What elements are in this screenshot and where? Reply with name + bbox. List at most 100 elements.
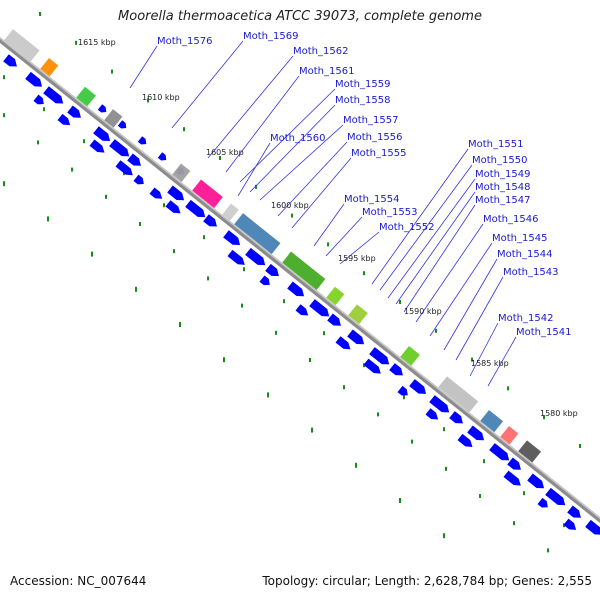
cds-arrow: [503, 470, 521, 486]
feature-blocks-layer: [4, 29, 542, 463]
feature-block: [400, 345, 420, 366]
cds-arrow: [25, 71, 43, 87]
kbp-tick-label: 1580 kbp: [540, 409, 578, 418]
gene-label: Moth_1552: [379, 222, 434, 233]
cds-arrow: [185, 199, 206, 218]
leader-line: [403, 204, 476, 313]
cds-arrow: [157, 152, 167, 161]
cds-arrow: [223, 230, 241, 246]
gene-label: Moth_1546: [483, 214, 538, 225]
cds-arrow: [457, 433, 473, 447]
cds-arrow: [137, 136, 147, 145]
leader-line: [415, 223, 484, 323]
leader-line: [129, 45, 158, 89]
cds-arrow: [567, 505, 581, 518]
cds-arrow: [57, 113, 71, 126]
leader-line: [259, 124, 344, 201]
cds-arrow: [489, 443, 510, 461]
gene-label: Moth_1576: [157, 36, 212, 47]
cds-arrow: [259, 275, 270, 286]
tick-dots-layer: [3, 12, 581, 553]
gene-label: Moth_1550: [472, 155, 527, 166]
kbp-tick-label: 1585 kbp: [471, 359, 509, 368]
leader-line: [207, 55, 294, 159]
kbp-tick-label: 1610 kbp: [142, 93, 180, 102]
feature-block: [348, 304, 368, 325]
leader-line: [277, 141, 348, 217]
leader-line: [487, 336, 517, 387]
cds-arrow: [109, 139, 130, 157]
cds-arrow: [545, 487, 566, 506]
feature-block: [40, 57, 59, 77]
feature-block: [192, 179, 223, 208]
cds-arrow: [467, 425, 485, 441]
leader-line: [237, 142, 271, 197]
feature-block: [4, 29, 40, 62]
feature-block: [326, 286, 345, 306]
feature-block: [104, 109, 123, 128]
kbp-tick-label: 1600 kbp: [271, 201, 309, 210]
feature-block: [222, 203, 239, 221]
gene-label: Moth_1542: [498, 313, 553, 324]
cds-arrow: [89, 139, 105, 153]
cds-arrow: [265, 263, 279, 277]
gene-label: Moth_1545: [492, 233, 547, 244]
cds-arrow: [309, 299, 330, 317]
gene-label: Moth_1544: [497, 249, 552, 260]
gene-label: Moth_1557: [343, 115, 398, 126]
cds-arrow: [93, 126, 111, 142]
feature-block: [518, 440, 542, 463]
leader-line: [387, 178, 476, 299]
cds-arrow: [449, 411, 463, 424]
cds-arrow: [507, 457, 521, 470]
feature-block: [234, 213, 281, 255]
cds-arrow: [527, 473, 545, 489]
feature-block: [76, 86, 96, 107]
leader-line: [455, 276, 504, 361]
leader-line: [249, 104, 336, 193]
leader-line: [443, 258, 498, 351]
gene-label: Moth_1547: [475, 195, 530, 206]
leader-line: [395, 191, 476, 305]
cds-arrow: [335, 336, 351, 350]
cds-arrow: [295, 304, 309, 316]
feature-block: [500, 425, 519, 445]
gene-label: Moth_1549: [475, 169, 530, 180]
cds-arrows-layer: [3, 54, 600, 535]
cds-arrow: [429, 395, 450, 413]
backbone-highlight: [0, 37, 600, 519]
cds-arrow: [149, 187, 163, 199]
cds-arrow: [97, 104, 107, 113]
cds-arrow: [363, 358, 381, 374]
gene-label: Moth_1561: [299, 66, 354, 77]
cds-arrow: [585, 519, 600, 535]
leader-lines-layer: [129, 40, 517, 387]
cds-arrow: [369, 347, 390, 365]
topology-text: Topology: circular; Length: 2,628,784 bp…: [262, 574, 592, 588]
cds-arrow: [347, 329, 365, 345]
cds-arrow: [327, 313, 341, 326]
leader-line: [429, 242, 493, 337]
cds-arrow: [397, 385, 408, 396]
feature-block: [172, 163, 191, 182]
gene-label: Moth_1555: [351, 148, 406, 159]
accession-text: Accession: NC_007644: [10, 574, 147, 588]
cds-arrow: [115, 160, 133, 176]
leader-line: [371, 148, 469, 285]
cds-arrow: [227, 249, 245, 265]
leader-line: [291, 157, 352, 229]
gene-label: Moth_1560: [270, 133, 325, 144]
leader-line: [325, 216, 363, 257]
gene-label: Moth_1551: [468, 139, 523, 150]
cds-arrow: [287, 281, 305, 297]
kbp-tick-label: 1595 kbp: [338, 254, 376, 263]
leader-line: [379, 164, 473, 291]
cds-arrow: [167, 185, 185, 201]
cds-arrow: [425, 408, 439, 420]
kbp-tick-label: 1615 kbp: [78, 38, 116, 47]
leader-line: [171, 40, 244, 129]
gene-label: Moth_1553: [362, 207, 417, 218]
cds-arrow: [133, 174, 144, 185]
cds-arrow: [67, 105, 81, 118]
